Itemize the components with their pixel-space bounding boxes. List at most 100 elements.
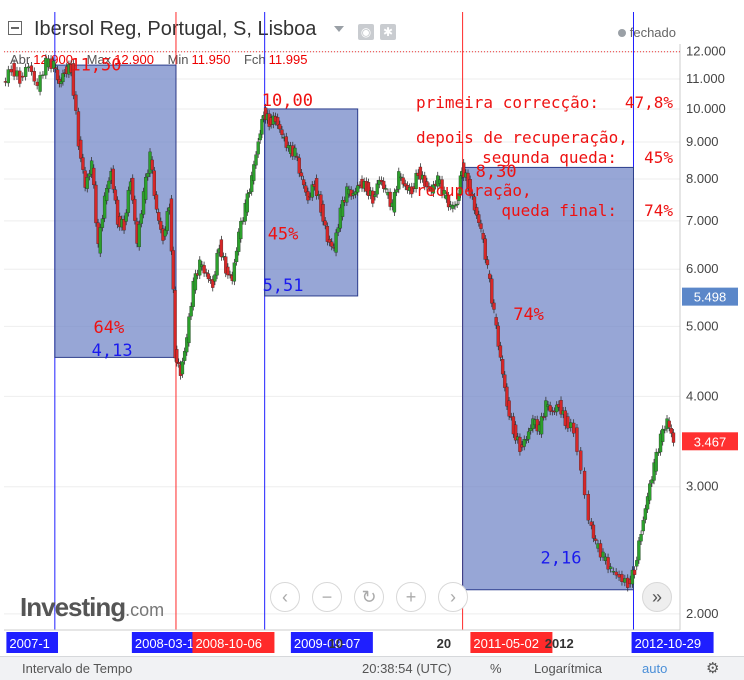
candle-body bbox=[505, 386, 509, 407]
auto-scale-toggle[interactable]: auto bbox=[642, 661, 668, 676]
logo-suffix: .com bbox=[125, 600, 165, 620]
candle-body bbox=[297, 157, 301, 174]
candle-body bbox=[198, 259, 202, 276]
candle-body bbox=[124, 212, 128, 222]
x-tick-label: 10 bbox=[328, 636, 342, 651]
log-scale-toggle[interactable]: Logarítmica bbox=[534, 661, 602, 676]
x-tick-badge bbox=[290, 632, 373, 653]
candle-body bbox=[171, 250, 175, 290]
candle-body bbox=[189, 305, 193, 317]
zoom-in-button[interactable]: + bbox=[396, 582, 426, 612]
candle-body bbox=[258, 133, 262, 141]
candle-body bbox=[555, 404, 559, 413]
candle-body bbox=[559, 399, 563, 415]
candle-body bbox=[544, 400, 548, 417]
candle-body bbox=[518, 436, 522, 452]
candle-body bbox=[76, 111, 81, 147]
candle-body bbox=[133, 199, 137, 221]
candle-body bbox=[606, 557, 610, 570]
candle-body bbox=[388, 191, 392, 207]
candle-body bbox=[61, 73, 65, 83]
scroll-left-button[interactable]: ‹ bbox=[270, 582, 300, 612]
reset-button[interactable]: ↻ bbox=[354, 582, 384, 612]
candle-body bbox=[12, 63, 16, 77]
candle-body bbox=[539, 416, 544, 435]
candle-body bbox=[373, 194, 377, 197]
percent-toggle[interactable]: % bbox=[490, 661, 502, 676]
price-badge bbox=[682, 287, 738, 306]
candle-body bbox=[663, 429, 667, 431]
interval-button[interactable]: Intervalo de Tempo bbox=[22, 661, 133, 676]
candle-body bbox=[21, 75, 25, 78]
scroll-right-button[interactable]: › bbox=[438, 582, 468, 612]
candle-body bbox=[635, 560, 639, 567]
candle-body bbox=[353, 191, 358, 195]
candle-body bbox=[29, 65, 34, 73]
candle-body bbox=[431, 184, 436, 194]
candle-body bbox=[169, 198, 174, 252]
candle-body bbox=[327, 239, 332, 243]
candle-body bbox=[260, 119, 264, 135]
ohlc-low-value: 11.950 bbox=[191, 52, 231, 67]
candle-body bbox=[23, 67, 28, 77]
chevron-down-icon[interactable] bbox=[334, 26, 344, 32]
candle-body bbox=[548, 405, 552, 412]
go-to-latest-button[interactable]: » bbox=[642, 582, 672, 612]
candle-body bbox=[211, 279, 215, 288]
candle-body bbox=[338, 207, 343, 229]
collapse-icon[interactable] bbox=[8, 21, 22, 35]
ohlc-low-key: Min bbox=[167, 52, 189, 67]
x-tick-label: 2009-09-07 bbox=[294, 636, 361, 651]
candle-body bbox=[601, 551, 605, 558]
candle-body bbox=[410, 186, 414, 195]
candle-body bbox=[280, 129, 284, 135]
candle-body bbox=[284, 136, 288, 148]
candle-body bbox=[451, 205, 455, 209]
candle-body bbox=[397, 171, 401, 190]
candle-body bbox=[571, 422, 576, 434]
candle-body bbox=[107, 180, 111, 190]
candle-body bbox=[498, 345, 503, 358]
ohlc-close-key: Fch bbox=[243, 52, 266, 67]
candle-body bbox=[98, 227, 102, 254]
candle-body bbox=[122, 219, 126, 231]
candle-body bbox=[648, 483, 652, 501]
chart-annotation: 11,50 bbox=[70, 56, 121, 76]
candle-body bbox=[55, 69, 60, 81]
candle-body bbox=[442, 190, 446, 195]
candle-body bbox=[182, 351, 187, 361]
candle-body bbox=[630, 569, 635, 585]
candle-body bbox=[206, 273, 211, 280]
chart-footer: Intervalo de Tempo 20:38:54 (UTC) % Loga… bbox=[0, 656, 744, 680]
instrument-title[interactable]: Ibersol Reg, Portugal, S, Lisboa bbox=[34, 18, 317, 40]
candle-body bbox=[159, 221, 163, 230]
candle-body bbox=[593, 538, 598, 541]
ohlc-high-value: 12.900 bbox=[114, 52, 154, 67]
investing-logo: Investing.com bbox=[20, 592, 164, 623]
candle-body bbox=[102, 195, 107, 219]
zoom-out-button[interactable]: − bbox=[312, 582, 342, 612]
x-tick-label: 2011-05-02 bbox=[473, 636, 539, 651]
candle-body bbox=[152, 170, 156, 196]
y-tick-label: 10.000 bbox=[686, 101, 726, 116]
candle-body bbox=[645, 496, 650, 510]
candle-body bbox=[228, 274, 232, 276]
settings-gear-icon[interactable]: ⚙ bbox=[706, 660, 720, 677]
candle-body bbox=[394, 189, 399, 193]
camera-icon[interactable]: ◉ bbox=[358, 24, 374, 40]
candle-body bbox=[79, 139, 83, 159]
candle-body bbox=[566, 416, 570, 429]
candle-body bbox=[637, 540, 641, 561]
candle-body bbox=[319, 194, 323, 213]
candle-body bbox=[256, 141, 260, 155]
candle-body bbox=[314, 178, 319, 196]
ohlc-open-value: 12.900 bbox=[33, 52, 73, 67]
candle-body bbox=[232, 262, 237, 282]
candle-body bbox=[144, 176, 148, 200]
candle-body bbox=[479, 223, 483, 229]
gear-icon[interactable]: ✱ bbox=[380, 24, 396, 40]
chart-annotation: 74% bbox=[513, 305, 544, 325]
candle-body bbox=[224, 256, 228, 274]
candle-body bbox=[392, 191, 397, 213]
